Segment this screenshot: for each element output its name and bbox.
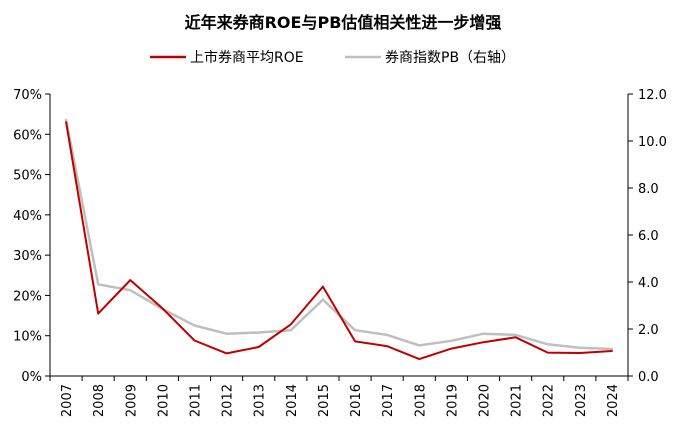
y-right-tick-label: 6.0 (638, 229, 659, 244)
x-tick-label: 2018 (413, 384, 428, 417)
y-left-tick-label: 0% (21, 370, 42, 385)
legend-roe-label: 上市券商平均ROE (190, 49, 304, 66)
x-tick-label: 2021 (510, 384, 525, 417)
y-right-tick-label: 8.0 (638, 182, 659, 197)
series-layer (64, 118, 614, 361)
y-left-tick-label: 40% (13, 209, 42, 224)
axes: 0% 10% 20% 30% 40% 50% 60% 70% 0.0 2.0 4.0 6.0 8.0 10… (13, 88, 667, 417)
x-tick-label: 2011 (189, 384, 204, 417)
x-tick-label: 2019 (445, 384, 460, 417)
y-right-tick-label: 4.0 (638, 276, 659, 291)
legend: 上市券商平均ROE 券商指数PB（右轴） (150, 49, 515, 66)
y-left-tick-label: 60% (13, 128, 42, 143)
x-tick-label: 2010 (156, 384, 171, 417)
legend-pb-label: 券商指数PB（右轴） (385, 50, 515, 66)
x-tick-label: 2009 (124, 384, 139, 417)
y-left-tick-label: 50% (13, 169, 42, 184)
y-right-tick-label: 2.0 (638, 323, 659, 338)
x-tick-label: 2014 (285, 384, 300, 417)
x-tick-label: 2022 (542, 384, 557, 417)
x-tick-label: 2024 (606, 384, 621, 417)
y-right-tick-label: 12.0 (638, 88, 667, 103)
roe-series-line (65, 121, 613, 361)
y-right-tick-label: 10.0 (638, 135, 667, 150)
y-right-tick-label: 0.0 (638, 370, 659, 385)
y-left-tick-label: 20% (13, 289, 42, 304)
x-tick-label: 2016 (349, 384, 364, 417)
y-left-tick-label: 30% (13, 249, 42, 264)
x-tick-label: 2020 (478, 384, 493, 417)
y-left-tick-label: 70% (13, 88, 42, 103)
x-tick-label: 2013 (253, 384, 268, 417)
x-tick-label: 2015 (317, 384, 332, 417)
y-left-tick-label: 10% (13, 330, 42, 345)
x-tick-label: 2008 (92, 384, 107, 417)
x-tick-label: 2023 (574, 384, 589, 417)
x-tick-label: 2017 (381, 384, 396, 417)
chart-title: 近年来券商ROE与PB估值相关性进一步增强 (185, 13, 502, 32)
x-tick-label: 2012 (221, 384, 236, 417)
x-tick-label: 2007 (60, 384, 75, 417)
